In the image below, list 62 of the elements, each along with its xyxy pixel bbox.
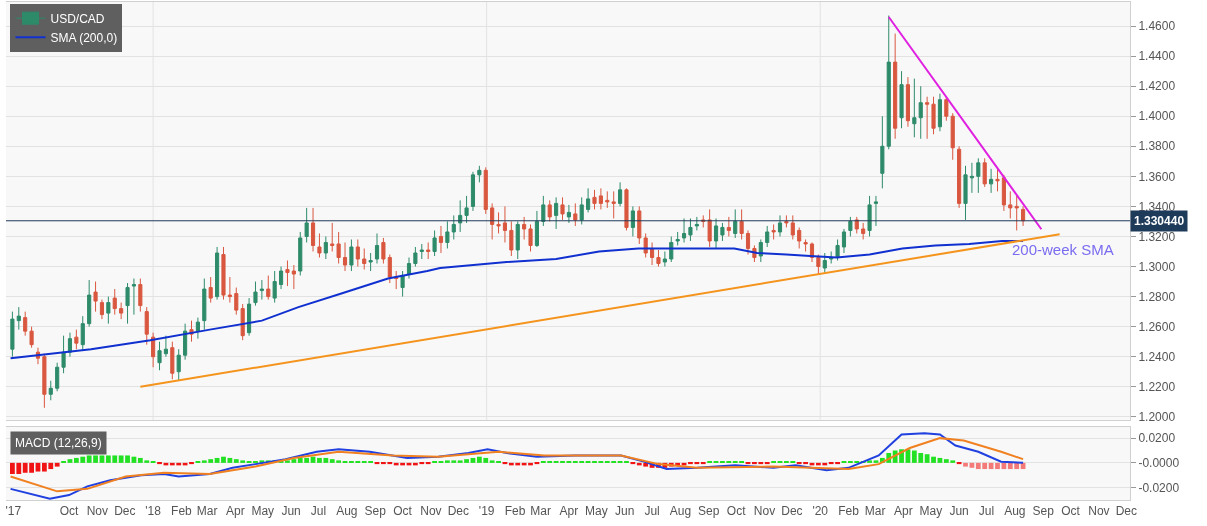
y-tick-label: 1.2600 [1138,319,1176,334]
legend-label: USD/CAD [50,11,105,26]
x-tick-label: Sep [364,504,387,519]
x-tick-label: May [251,504,275,519]
x-tick-label: Dec [447,504,470,519]
y-tick-label: -0.0000 [1138,456,1180,471]
x-tick-label: Jun [949,504,969,519]
x-tick-label: Oct [393,504,413,519]
x-tick-label: '20 [812,504,829,519]
y-tick-label: 1.2000 [1138,410,1176,425]
x-tick-label: Dec [781,504,803,519]
x-tick-label: Feb [504,504,526,519]
x-tick-label: Nov [86,504,109,519]
x-tick-label: Apr [226,504,245,519]
x-tick-label: Jul [644,504,660,519]
y-tick-label: 1.4200 [1138,79,1176,94]
x-tick-label: Mar [530,504,551,519]
x-tick-label: May [919,504,943,519]
x-tick-label: Aug [669,504,692,519]
x-tick-label: May [584,504,608,519]
x-tick-label: Aug [336,504,358,519]
annotation: 200-week SMA [1012,241,1114,258]
text: MACD (12,26,9) [15,436,102,450]
y-tick-label: -0.0200 [1138,480,1180,495]
x-tick-label: Aug [1004,504,1026,519]
x-tick-label: '17 [5,504,22,519]
x-tick-label: Nov [420,504,442,519]
legend-label: SMA (200,0) [50,30,118,45]
y-tick-label: 1.2800 [1138,289,1176,304]
x-tick-label: Dec [114,504,136,519]
y-tick-label: 1.3200 [1138,229,1176,244]
x-tick-label: Jul [310,504,327,519]
x-tick-label: Apr [894,504,913,519]
x-tick-label: Dec [1115,504,1138,519]
x-tick-label: Feb [171,504,193,519]
y-tick-label: 1.3400 [1138,199,1176,214]
x-tick-label: '18 [145,504,162,519]
x-tick-label: Feb [838,504,860,519]
x-tick-label: Jun [281,504,301,519]
y-tick-label: 1.4400 [1138,49,1176,64]
x-tick-label: Nov [1088,504,1110,519]
y-tick-label: 0.0200 [1138,431,1176,446]
x-tick-label: Mar [864,504,886,519]
x-tick-label: Oct [726,504,747,519]
y-tick-label: 1.3800 [1138,139,1176,154]
x-tick-label: Jul [978,504,995,519]
x-tick-label: Oct [59,504,80,519]
x-tick-label: Apr [559,504,579,519]
y-tick-label: 1.3600 [1138,169,1176,184]
y-tick-label: 1.3000 [1138,259,1176,274]
ref-line-label: 1.330440 [1134,214,1185,228]
y-tick-label: 1.2400 [1138,349,1176,364]
x-tick-label: Oct [1061,504,1081,519]
x-tick-label: Sep [1032,504,1055,519]
y-tick-label: 1.4000 [1138,109,1176,124]
x-tick-label: Mar [196,504,218,519]
x-tick-label: Jun [614,504,635,519]
x-tick-label: '19 [478,504,495,519]
y-tick-label: 1.4600 [1138,19,1176,34]
x-tick-label: Nov [753,504,776,519]
y-tick-label: 1.2200 [1138,379,1176,394]
x-tick-label: Sep [698,504,720,519]
